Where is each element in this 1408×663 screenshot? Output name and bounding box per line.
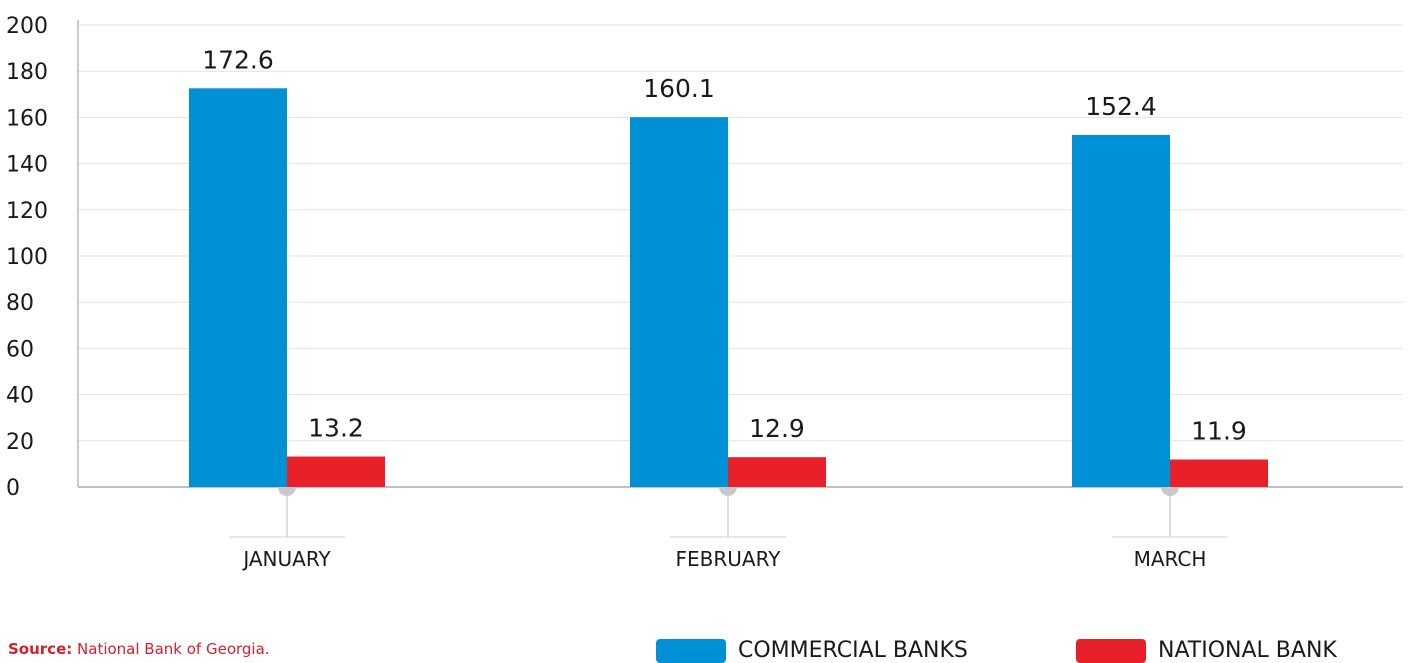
data-label-national-bank-february: 12.9 <box>749 414 805 443</box>
y-tick-label: 60 <box>6 337 34 362</box>
y-tick-label: 100 <box>6 245 48 270</box>
bars <box>189 88 1268 487</box>
legend-item-commercial-banks: COMMERCIAL BANKS <box>656 638 968 663</box>
bar-national-bank-march <box>1170 459 1268 487</box>
bar-commercial-banks-february <box>630 117 728 487</box>
y-tick-label: 40 <box>6 384 34 409</box>
gridlines <box>78 24 1403 442</box>
data-labels: 172.6 13.2 160.1 12.9 152.4 11.9 <box>202 45 1247 445</box>
data-label-national-bank-march: 11.9 <box>1191 417 1247 446</box>
x-axis: JANUARY FEBRUARY MARCH <box>78 478 1403 571</box>
source-note: Source: National Bank of Georgia. <box>8 640 270 658</box>
x-tick-label-january: JANUARY <box>241 547 331 571</box>
x-tick-label-february: FEBRUARY <box>676 547 782 571</box>
legend-item-national-bank: NATIONAL BANK <box>1076 638 1337 663</box>
data-label-commercial-banks-january: 172.6 <box>202 45 274 74</box>
data-label-commercial-banks-february: 160.1 <box>643 74 715 103</box>
y-tick-label: 80 <box>6 291 34 316</box>
data-label-commercial-banks-march: 152.4 <box>1085 92 1157 121</box>
y-tick-label: 160 <box>6 106 48 131</box>
bar-national-bank-january <box>287 456 385 487</box>
legend-label-commercial-banks: COMMERCIAL BANKS <box>738 638 968 663</box>
y-tick-label: 120 <box>6 199 48 224</box>
x-tick-label-march: MARCH <box>1134 547 1207 571</box>
legend-swatch-commercial-banks <box>656 638 726 663</box>
source-text: National Bank of Georgia. <box>77 640 270 658</box>
bar-commercial-banks-march <box>1072 134 1170 487</box>
y-tick-label: 140 <box>6 153 48 178</box>
y-tick-label: 200 <box>6 14 48 39</box>
bar-commercial-banks-january <box>189 88 287 487</box>
y-tick-label: 20 <box>6 430 34 455</box>
data-label-national-bank-january: 13.2 <box>308 414 364 443</box>
source-label: Source: <box>8 640 73 658</box>
y-axis: 0 20 40 60 80 100 120 140 160 180 200 <box>6 14 79 501</box>
legend-label-national-bank: NATIONAL BANK <box>1158 638 1337 663</box>
bar-national-bank-february <box>728 457 826 487</box>
legend-swatch-national-bank <box>1076 638 1146 663</box>
y-tick-label: 0 <box>6 476 20 501</box>
y-tick-label: 180 <box>6 60 48 85</box>
